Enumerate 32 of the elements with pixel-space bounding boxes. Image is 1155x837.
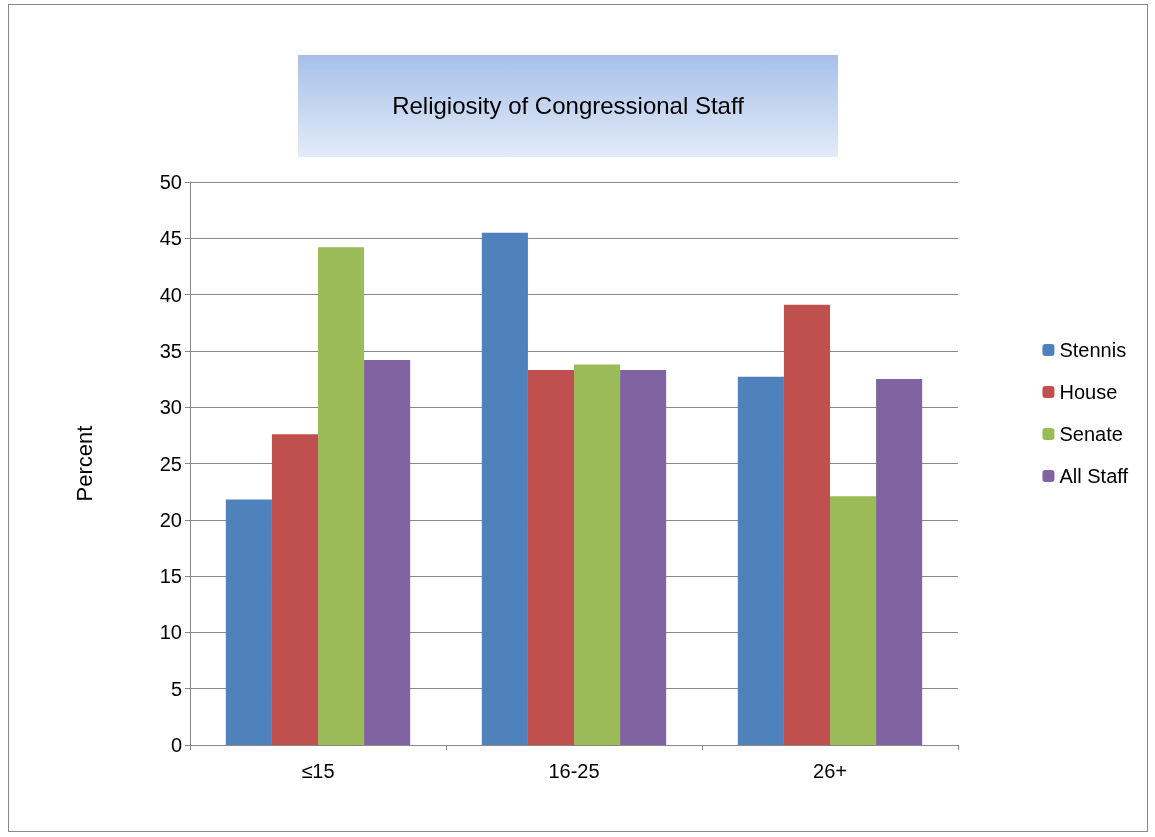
y-tick-label: 20 [159, 508, 182, 531]
y-tick-label: 50 [159, 171, 182, 193]
y-axis-title: Percent [71, 425, 97, 502]
y-tick-label: 10 [159, 621, 182, 644]
y-tick-label: 25 [159, 452, 182, 475]
y-tick-label: 45 [159, 227, 182, 250]
bar [876, 379, 923, 745]
bar [737, 376, 784, 745]
bar [364, 359, 411, 745]
legend-label: All Staff [1059, 465, 1129, 487]
bar [783, 304, 830, 745]
bar [271, 434, 318, 745]
legend-label: Senate [1059, 423, 1123, 445]
y-tick-label: 30 [159, 396, 182, 419]
legend-label: House [1059, 381, 1118, 403]
chart-title: Religiosity of Congressional Staff [298, 55, 838, 157]
y-tick-label: 15 [159, 565, 182, 588]
bar [318, 247, 365, 745]
bar [225, 499, 272, 745]
x-tick-label: 26+ [813, 760, 847, 782]
y-tick-label: 35 [159, 339, 182, 362]
x-tick-label: 16-25 [548, 760, 600, 782]
bar [830, 496, 877, 745]
bar [527, 370, 574, 745]
bar [481, 232, 528, 745]
legend-label: Stennis [1059, 339, 1127, 361]
y-tick-label: 5 [170, 677, 182, 700]
bar [620, 370, 667, 745]
bar [574, 364, 621, 745]
y-tick-label: 40 [159, 283, 182, 306]
y-tick-label: 0 [170, 734, 182, 756]
x-tick-label: ≤15 [301, 760, 335, 782]
